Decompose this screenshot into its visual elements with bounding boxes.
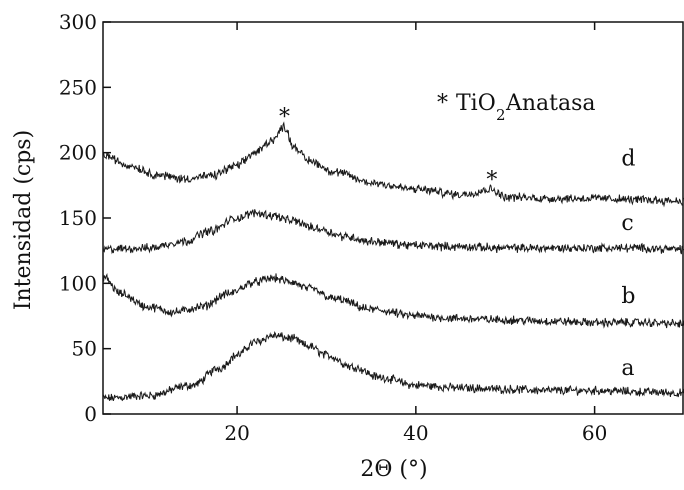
y-tick-label: 0 xyxy=(84,402,97,426)
y-tick-label: 100 xyxy=(59,271,97,295)
annotation-text: TiO xyxy=(456,91,496,116)
series-c-line xyxy=(102,209,684,255)
x-tick-label: 60 xyxy=(582,421,607,445)
series-c-label: c xyxy=(621,211,633,236)
y-tick-label: 50 xyxy=(72,337,97,361)
plot-frame xyxy=(102,21,684,415)
annotation-marker: * xyxy=(437,91,448,116)
curves: a b c d * * xyxy=(102,105,684,402)
peak-marker: * xyxy=(279,105,290,130)
series-d-label: d xyxy=(621,147,635,172)
x-axis-label: 2Θ (°) xyxy=(360,457,427,482)
x-tick-label: 20 xyxy=(224,421,249,445)
series-b-line xyxy=(102,272,684,329)
ticks: 20 40 60 0 50 100 150 200 250 300 xyxy=(59,10,608,445)
labels: 2Θ (°) Intensidad (cps) * TiO 2 Anatasa xyxy=(11,91,596,482)
series-d-line xyxy=(102,121,684,208)
plot-border xyxy=(102,21,684,415)
annotation-subscript: 2 xyxy=(496,106,506,124)
peak-marker: * xyxy=(486,168,497,193)
series-b-label: b xyxy=(621,284,635,309)
y-tick-label: 150 xyxy=(59,206,97,230)
series-a-line xyxy=(102,330,684,402)
series-a-label: a xyxy=(621,356,634,381)
y-tick-label: 250 xyxy=(59,75,97,99)
x-tick-label: 40 xyxy=(403,421,428,445)
annotation-suffix: Anatasa xyxy=(505,91,596,116)
y-tick-label: 300 xyxy=(59,10,97,34)
y-axis-label: Intensidad (cps) xyxy=(11,130,36,310)
y-tick-label: 200 xyxy=(59,141,97,165)
anatasa-annotation: * TiO 2 Anatasa xyxy=(437,91,596,124)
